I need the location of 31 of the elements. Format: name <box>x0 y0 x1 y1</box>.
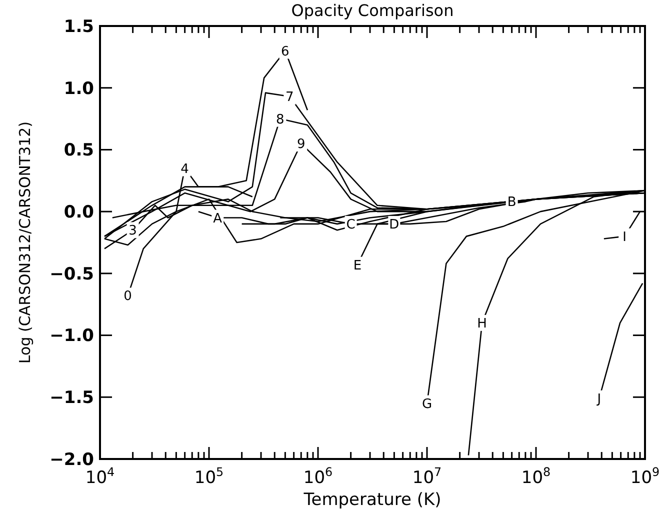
y-tick-label: 0.5 <box>64 140 94 161</box>
series-label: B <box>507 195 516 210</box>
y-tick-label: 0.0 <box>64 202 94 223</box>
y-tick-label: −1.5 <box>50 388 94 408</box>
x-tick-label: 10$^{9}$ <box>630 465 660 488</box>
series-label: I <box>622 230 627 245</box>
x-tick-label: 10$^{6}$ <box>303 465 333 488</box>
chart-title: Opacity Comparison <box>291 1 454 20</box>
x-axis-title: Temperature (K) <box>302 490 442 510</box>
series-label: 7 <box>286 90 294 106</box>
series-label: H <box>477 316 487 332</box>
y-tick-label: 1.0 <box>64 78 94 99</box>
series-label: 8 <box>276 112 284 128</box>
x-tick-label: 10$^{5}$ <box>194 465 224 488</box>
series-label: E <box>353 258 362 274</box>
legend-label: 6 <box>281 44 290 60</box>
series-label: 0 <box>124 289 132 304</box>
y-tick-label: −1.0 <box>50 326 94 346</box>
series-label: A <box>213 211 222 226</box>
series-label: 9 <box>296 137 306 152</box>
x-tick-label: 10$^{7}$ <box>412 465 442 488</box>
y-tick-label: −0.5 <box>50 264 94 284</box>
series-label: 3 <box>128 224 137 239</box>
x-tick-label: 10$^{8}$ <box>521 465 551 488</box>
y-tick-label: 1.5 <box>64 16 94 37</box>
series-label: G <box>422 396 432 412</box>
series-label: J <box>596 392 602 407</box>
series-label: 4 <box>180 162 189 177</box>
series-label: C <box>346 217 356 232</box>
y-axis-title: Log (CARSON312/CARSONT312) <box>16 121 34 364</box>
series-label: D <box>389 217 400 232</box>
